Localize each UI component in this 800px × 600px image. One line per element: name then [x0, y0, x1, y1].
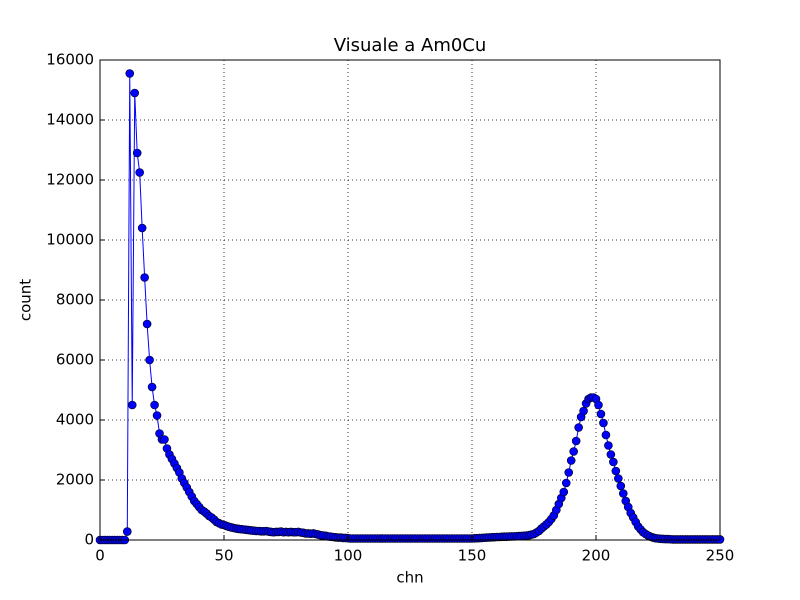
data-point [140, 273, 149, 282]
y-tick-label: 12000 [46, 171, 94, 189]
data-point [611, 466, 621, 476]
y-tick-label: 0 [84, 531, 94, 549]
data-point [574, 423, 583, 432]
data-point [559, 487, 569, 497]
data-point [125, 69, 135, 78]
data-point [566, 456, 576, 465]
data-point [152, 411, 162, 420]
y-tick-label: 14000 [46, 111, 94, 129]
data-point [616, 481, 626, 491]
chart-title: Visuale a Am0Cu [334, 35, 487, 56]
data-point [606, 450, 616, 459]
data-point [147, 382, 157, 392]
data-point [150, 400, 159, 410]
data-point [137, 223, 147, 233]
ticks: 0 50 100 150 200 250 0 2000 4000 6000 8000 10000 120… [46, 51, 734, 565]
x-tick-label: 0 [95, 547, 105, 565]
y-tick-label: 4000 [56, 411, 94, 429]
data-point [160, 435, 169, 444]
data-point [135, 168, 144, 177]
data-point [601, 430, 611, 440]
data-point [618, 489, 628, 498]
plot [95, 69, 725, 545]
data-point [599, 418, 608, 428]
data-point [571, 436, 581, 446]
x-tick-label: 150 [458, 547, 487, 565]
data-point [569, 447, 578, 456]
data-point [614, 474, 623, 483]
y-tick-label: 6000 [56, 351, 94, 369]
data-point [579, 406, 588, 416]
data-point [596, 409, 606, 419]
data-point [609, 457, 618, 467]
data-point [594, 400, 603, 410]
data-point [132, 148, 142, 158]
data-point [145, 355, 154, 365]
x-tick-label: 50 [214, 547, 233, 565]
data-point [130, 88, 140, 98]
y-tick-label: 10000 [46, 231, 94, 249]
x-tick-label: 250 [706, 547, 735, 565]
data-point [561, 478, 571, 488]
data-point [127, 400, 137, 410]
y-tick-label: 8000 [56, 291, 94, 309]
x-tick-label: 200 [582, 547, 611, 565]
data-point [142, 319, 152, 329]
x-axis-label: chn [396, 569, 423, 587]
data-point [122, 527, 132, 536]
x-tick-label: 100 [334, 547, 363, 565]
y-tick-label: 2000 [56, 471, 94, 489]
data-point [604, 441, 613, 450]
y-axis-label: count [17, 279, 35, 321]
data-point [564, 468, 574, 477]
y-tick-label: 16000 [46, 51, 94, 69]
